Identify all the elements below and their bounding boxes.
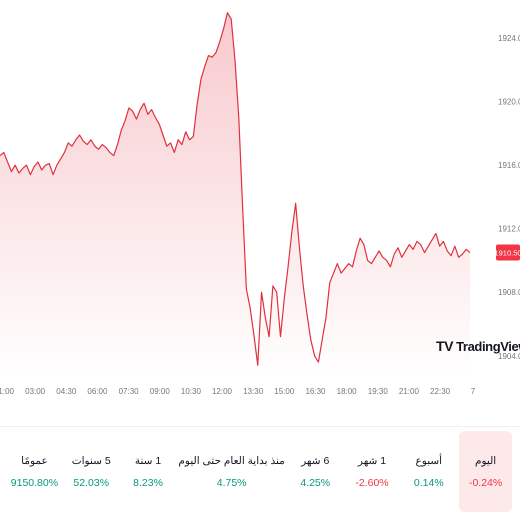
stat-value: -0.24% <box>468 476 503 489</box>
stat-label: 5 سنوات <box>71 454 111 467</box>
x-tick-label: 7 <box>471 387 476 396</box>
x-tick-label: 22:30 <box>430 387 451 396</box>
x-tick-label: 16:30 <box>305 387 326 396</box>
stat-today[interactable]: اليوم -0.24% <box>459 431 512 512</box>
price-area <box>0 12 470 379</box>
x-tick-label: 13:30 <box>243 387 264 396</box>
performance-stats-row: اليوم -0.24% أسبوع 0.14% 1 شهر -2.60% 6 … <box>0 426 520 516</box>
x-tick-label: 21:00 <box>0 387 15 396</box>
y-tick-label: 1908.00 <box>498 288 520 297</box>
price-line <box>0 12 471 366</box>
y-tick-label: 1916.00 <box>498 161 520 170</box>
stat-label: 6 شهر <box>301 454 330 467</box>
x-tick-label: 12:00 <box>212 387 233 396</box>
y-tick-label: 1924.00 <box>498 34 520 43</box>
stat-value: 4.25% <box>300 476 331 489</box>
x-tick-label: 19:30 <box>368 387 389 396</box>
current-price-label: 1910.50 <box>494 249 520 258</box>
stat-1-year[interactable]: 1 سنة 8.23% <box>122 431 175 512</box>
stat-all-time[interactable]: عمومًا 9150.80% <box>8 431 61 512</box>
stat-week[interactable]: أسبوع 0.14% <box>402 431 455 512</box>
tradingview-wordmark: TradingView <box>456 338 520 354</box>
stat-label: 1 شهر <box>357 454 387 467</box>
x-tick-label: 18:00 <box>337 387 358 396</box>
stat-1-month[interactable]: 1 شهر -2.60% <box>346 431 399 512</box>
y-tick-label: 1920.00 <box>498 98 520 107</box>
stat-value: 8.23% <box>133 476 163 489</box>
stat-label: 1 سنة <box>134 454 162 467</box>
stat-6-months[interactable]: 6 شهر 4.25% <box>289 431 342 512</box>
tradingview-logo-icon: TV <box>436 338 454 354</box>
stat-value: -2.60% <box>355 476 389 489</box>
stat-5-years[interactable]: 5 سنوات 52.03% <box>65 431 118 512</box>
x-tick-label: 09:00 <box>150 387 171 396</box>
tradingview-watermark: TV TradingView <box>436 338 520 354</box>
stat-value: 9150.80% <box>10 476 59 489</box>
x-tick-label: 04:30 <box>56 387 77 396</box>
stat-ytd[interactable]: منذ بداية العام حتى اليوم 4.75% <box>178 431 284 512</box>
x-tick-label: 06:00 <box>87 387 108 396</box>
y-tick-label: 1904.00 <box>498 352 520 361</box>
x-tick-label: 21:00 <box>399 387 420 396</box>
x-tick-label: 03:00 <box>25 387 46 396</box>
stat-value: 4.75% <box>216 476 247 489</box>
current-price-badge <box>496 244 520 261</box>
stat-label: منذ بداية العام حتى اليوم <box>178 454 285 467</box>
stat-label: عمومًا <box>21 454 48 467</box>
x-tick-label: 15:00 <box>274 387 295 396</box>
stat-value: 0.14% <box>413 476 444 489</box>
stat-label: أسبوع <box>415 454 443 467</box>
x-tick-label: 07:30 <box>119 387 140 396</box>
price-chart[interactable]: 1904.00 1908.00 1912.00 1916.00 1920.00 1924.… <box>0 0 520 420</box>
stat-label: اليوم <box>475 454 497 467</box>
stat-value: 52.03% <box>73 476 110 489</box>
y-tick-label: 1912.00 <box>498 225 520 234</box>
x-tick-label: 10:30 <box>181 387 202 396</box>
price-chart-svg[interactable]: 1904.00 1908.00 1912.00 1916.00 1920.00 1924.… <box>0 0 520 420</box>
